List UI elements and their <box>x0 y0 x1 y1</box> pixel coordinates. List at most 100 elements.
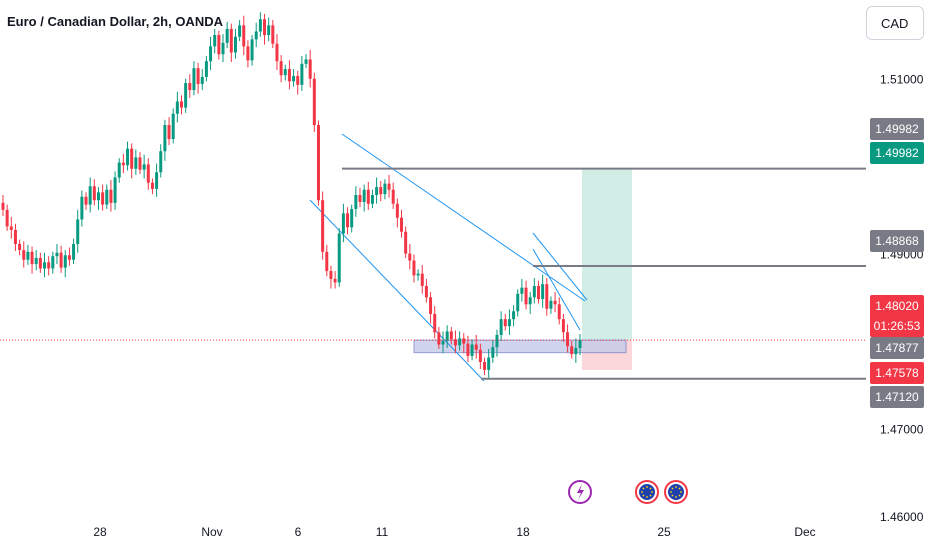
candle-body <box>121 162 125 166</box>
candle-body <box>416 273 420 276</box>
price-label-text: 1.47120 <box>875 390 919 404</box>
candle-body <box>383 183 387 195</box>
candle-body <box>483 362 487 370</box>
price-label-bg <box>870 230 924 252</box>
eu-flag-icon[interactable] <box>635 480 659 504</box>
candle-body <box>532 285 536 298</box>
flag-star <box>642 487 645 490</box>
candle-body <box>13 229 17 244</box>
event-markers[interactable] <box>568 480 688 504</box>
candle-body <box>507 319 511 327</box>
candle-body <box>553 300 557 305</box>
channel-upper-line[interactable] <box>341 133 586 302</box>
candle-body <box>536 285 540 300</box>
candle-body <box>395 203 399 218</box>
candle-body <box>150 182 154 189</box>
candle-body <box>188 83 192 91</box>
candle-body <box>487 357 491 370</box>
candle-body <box>470 344 474 356</box>
candle-body <box>126 148 130 166</box>
y-tick-label: 1.47000 <box>880 422 924 436</box>
candle-body <box>146 164 150 183</box>
flag-star <box>671 487 674 490</box>
chart-title: Euro / Canadian Dollar, 2h, OANDA <box>7 14 223 29</box>
x-tick-label: Dec <box>794 525 815 539</box>
candle-body <box>26 251 30 260</box>
candle-body <box>184 83 188 108</box>
candle-body <box>404 231 408 254</box>
candle-body <box>400 217 404 232</box>
candle-body <box>204 61 208 77</box>
candle-body <box>520 287 524 294</box>
candle-body <box>561 319 565 333</box>
candle-body <box>84 196 88 205</box>
candle-body <box>557 304 561 320</box>
x-tick-label: 11 <box>376 525 389 539</box>
candle-body <box>325 251 329 272</box>
candle-body <box>292 76 296 82</box>
candle-body <box>196 68 200 84</box>
candle-body <box>541 284 545 300</box>
candle-body <box>51 256 55 269</box>
candle-body <box>462 338 466 344</box>
x-tick-label: 18 <box>516 525 530 539</box>
candle-body <box>101 192 105 205</box>
price-label-bg <box>870 386 924 408</box>
candle-body <box>192 68 196 91</box>
y-tick-label: 1.51000 <box>880 73 924 87</box>
price-label-text: 1.47877 <box>875 341 919 355</box>
candle-body <box>528 297 532 305</box>
flag-star <box>680 491 682 493</box>
eu-flag-icon[interactable] <box>664 480 688 504</box>
flag-star <box>678 487 681 490</box>
horizontal-levels[interactable] <box>0 167 866 380</box>
candle-body <box>445 331 449 342</box>
candle-body <box>578 340 582 349</box>
support-zone <box>413 339 627 354</box>
candle-body <box>296 76 300 85</box>
price-label-text: 1.49982 <box>875 122 919 136</box>
lightning-icon[interactable] <box>568 480 592 504</box>
candle-body <box>171 113 175 140</box>
candle-body <box>1 202 5 210</box>
candle-body <box>379 187 383 195</box>
currency-button[interactable]: CAD <box>866 6 924 40</box>
candle-body <box>437 332 441 345</box>
candle-body <box>229 28 233 53</box>
candle-body <box>80 196 84 220</box>
candle-body <box>308 59 312 79</box>
candle-body <box>238 25 242 37</box>
candle-body <box>549 300 553 309</box>
candle-body <box>18 243 22 251</box>
candle-body <box>387 183 391 190</box>
candle-body <box>5 209 9 227</box>
candle-body <box>221 42 225 55</box>
price-label-text: 1.48868 <box>875 234 919 248</box>
candle-body <box>362 189 366 202</box>
candle-body <box>105 189 109 205</box>
candle-body <box>408 253 412 261</box>
price-label-bg <box>870 118 924 140</box>
candle-body <box>72 243 76 260</box>
candle-body <box>200 76 204 84</box>
candle-body <box>213 34 217 47</box>
x-tick-label: 28 <box>93 525 107 539</box>
candle-body <box>175 101 179 114</box>
candle-body <box>142 164 146 170</box>
candle-body <box>333 278 337 283</box>
candle-body <box>109 189 113 203</box>
candle-body <box>375 187 379 195</box>
candle-body <box>346 213 350 228</box>
price-label-bg <box>870 362 924 384</box>
candle-body <box>491 347 495 358</box>
flag-star <box>641 491 643 493</box>
price-label-text: 1.49982 <box>875 146 919 160</box>
flag-star <box>646 486 648 488</box>
mini-channel-lower[interactable] <box>532 248 581 331</box>
price-label: 1.47877 <box>870 337 924 359</box>
price-label: 1.49982 <box>870 142 924 164</box>
candle-body <box>59 252 63 268</box>
candle-body <box>88 186 92 205</box>
candle-body <box>209 46 213 62</box>
